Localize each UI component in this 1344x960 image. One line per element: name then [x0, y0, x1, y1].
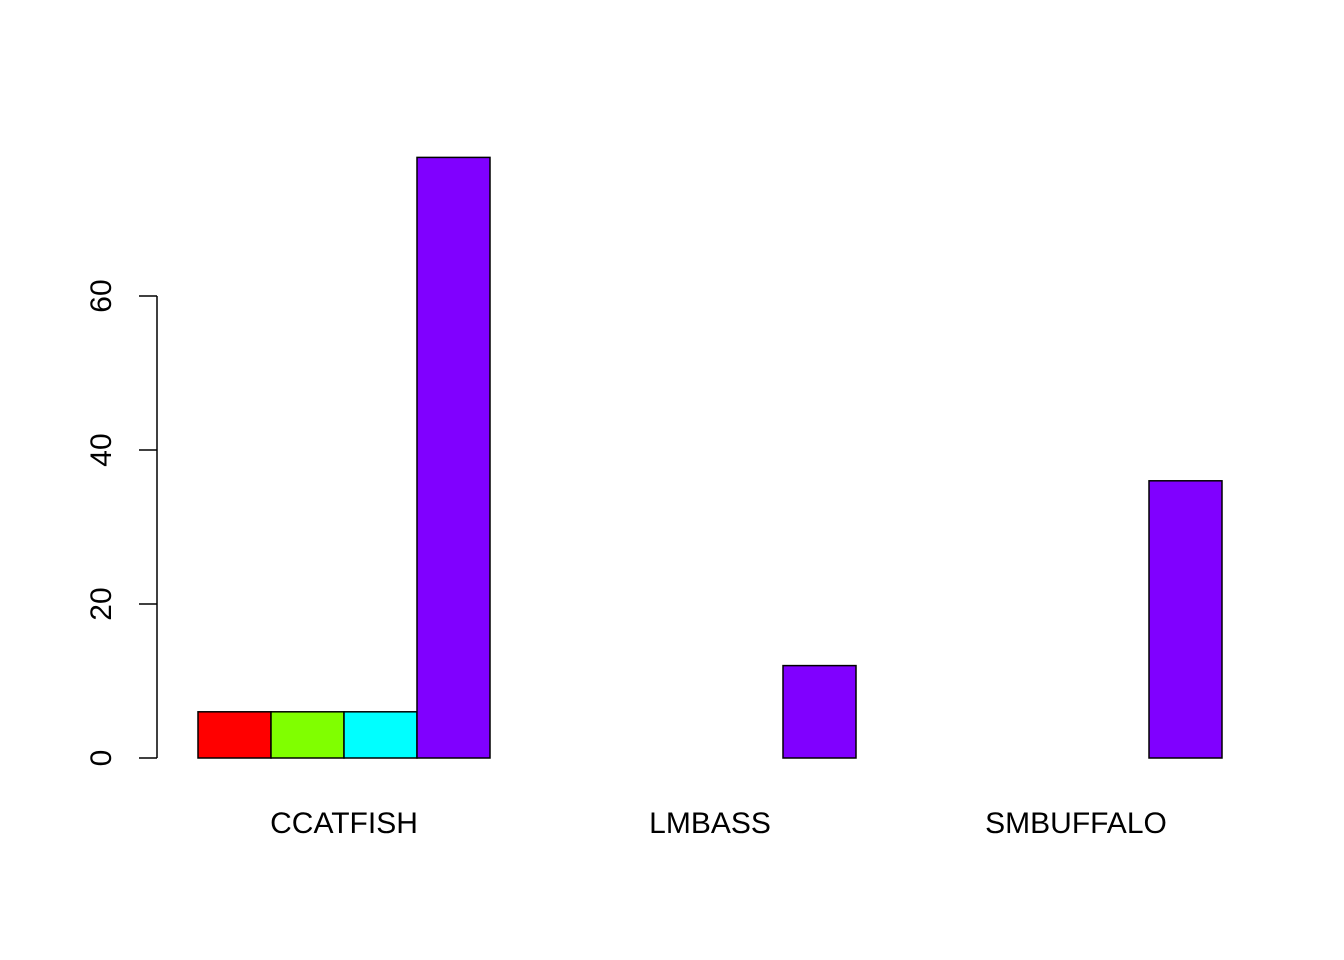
y-tick-label: 60: [85, 279, 118, 312]
category-labels: CCATFISH LMBASS SMBUFFALO: [270, 807, 1167, 840]
bar: [1148, 480, 1223, 759]
category-label: LMBASS: [649, 807, 771, 840]
bar: [197, 711, 272, 759]
bar: [782, 664, 857, 759]
category-label: SMBUFFALO: [985, 807, 1167, 840]
bar: [343, 711, 418, 759]
bar: [270, 711, 345, 759]
y-tick-label: 20: [85, 587, 118, 620]
bars-group: [197, 156, 1223, 759]
category-label: CCATFISH: [270, 807, 418, 840]
bar: [416, 156, 491, 759]
y-axis: 0 20 40 60: [85, 279, 158, 767]
y-tick-label: 40: [85, 433, 118, 466]
y-tick-label: 0: [85, 750, 118, 767]
